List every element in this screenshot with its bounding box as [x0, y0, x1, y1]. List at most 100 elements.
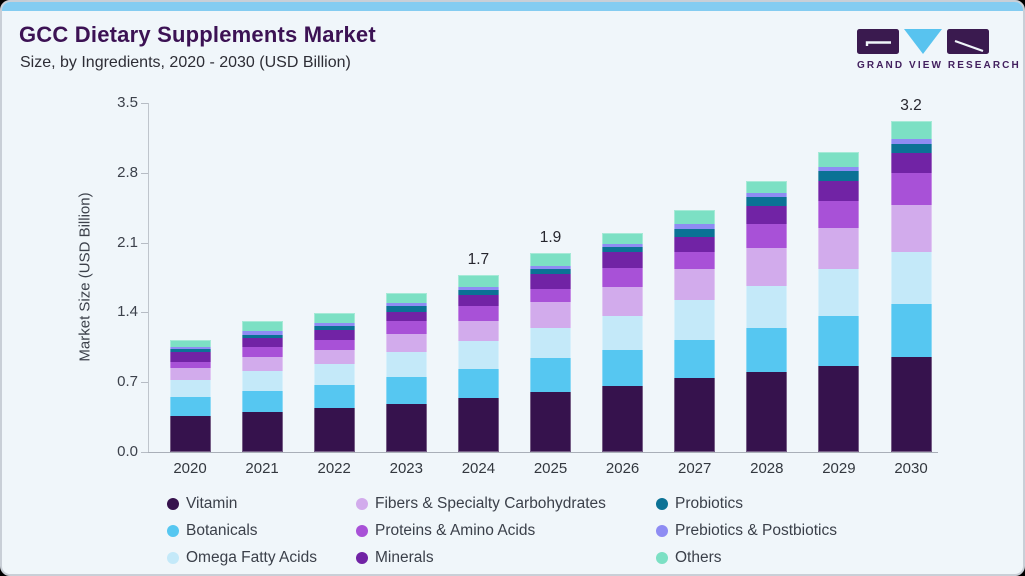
legend-item-probiotics: Probiotics	[656, 495, 743, 512]
legend-dot-others	[656, 552, 668, 564]
bar-2029-segment-fibers-specialty-carbohydrates	[818, 228, 860, 270]
y-tick-label-2.8: 2.8	[117, 163, 138, 181]
bar-2029-segment-vitamin	[818, 365, 860, 452]
bar-2023-segment-vitamin	[385, 404, 427, 452]
bar-2029-segment-others	[818, 152, 860, 168]
gvr-logo-text: GRAND VIEW RESEARCH	[857, 60, 1021, 71]
legend-label-minerals: Minerals	[375, 549, 434, 566]
bar-2027-segment-omega-fatty-acids	[674, 300, 716, 340]
legend-label-fibers-specialty-carbohydrates: Fibers & Specialty Carbohydrates	[375, 495, 606, 512]
bar-2024-segment-vitamin	[457, 397, 499, 452]
legend-dot-prebiotics-postbiotics	[656, 525, 668, 537]
y-tick-label-1.4: 1.4	[117, 303, 138, 321]
bar-2023-segment-proteins-amino-acids	[385, 321, 427, 334]
bar-2026-segment-proteins-amino-acids	[602, 268, 644, 287]
bar-2025-segment-vitamin	[530, 391, 571, 452]
bar-total-label-2024: 1.7	[467, 251, 490, 269]
legend-item-vitamin: Vitamin	[167, 495, 238, 512]
legend-label-omega-fatty-acids: Omega Fatty Acids	[186, 549, 317, 566]
gvr-logo-v-triangle	[904, 29, 942, 54]
bar-2025-segment-botanicals	[530, 358, 571, 392]
legend-dot-proteins-amino-acids	[356, 525, 368, 537]
x-label-2023: 2023	[389, 460, 423, 477]
bar-2026-segment-omega-fatty-acids	[602, 315, 644, 351]
bar-2028-segment-botanicals	[746, 328, 788, 372]
bar-2026-segment-minerals	[602, 252, 644, 269]
x-label-2026: 2026	[605, 460, 640, 477]
bar-2022-segment-botanicals	[313, 385, 355, 409]
x-label-2029: 2029	[822, 460, 856, 477]
bar-2025	[530, 253, 571, 452]
bar-2025-segment-prebiotics-postbiotics	[530, 265, 571, 269]
bar-2022-segment-minerals	[313, 330, 355, 340]
bar-2023-segment-omega-fatty-acids	[385, 352, 427, 378]
y-tick-mark-0.0	[141, 452, 148, 453]
bar-2028-segment-proteins-amino-acids	[746, 224, 788, 249]
x-label-2025: 2025	[533, 460, 568, 477]
bar-2029-segment-omega-fatty-acids	[818, 269, 860, 316]
bar-2029-segment-prebiotics-postbiotics	[818, 167, 860, 172]
bar-2021-segment-others	[241, 321, 283, 332]
x-label-2024: 2024	[461, 460, 496, 477]
bar-2024-segment-prebiotics-postbiotics	[457, 286, 499, 290]
bar-2024-segment-fibers-specialty-carbohydrates	[457, 320, 499, 341]
legend-label-botanicals: Botanicals	[186, 522, 258, 539]
bar-2027-segment-minerals	[674, 236, 716, 253]
gvr-logo: GRAND VIEW RESEARCH	[857, 28, 1021, 71]
bar-2029-segment-proteins-amino-acids	[818, 201, 860, 229]
bar-2027-segment-others	[674, 209, 716, 225]
bar-2023-segment-prebiotics-postbiotics	[385, 303, 427, 307]
bar-2024-segment-others	[457, 275, 499, 287]
bar-2028-segment-prebiotics-postbiotics	[746, 193, 788, 198]
legend-dot-omega-fatty-acids	[167, 552, 179, 564]
bar-2030	[890, 121, 932, 452]
bar-2021-segment-probiotics	[241, 334, 283, 338]
bar-2023-segment-minerals	[385, 311, 427, 321]
bar-2026-segment-vitamin	[602, 386, 644, 452]
bar-2030-segment-probiotics	[890, 144, 932, 153]
y-tick-label-0.7: 0.7	[117, 373, 138, 391]
x-label-2022: 2022	[317, 460, 351, 477]
bar-2030-segment-proteins-amino-acids	[890, 173, 932, 205]
gvr-logo-r-glyph	[954, 39, 984, 53]
legend-dot-vitamin	[167, 498, 179, 510]
bar-2021-segment-proteins-amino-acids	[241, 347, 283, 358]
bar-2021-segment-minerals	[241, 337, 283, 347]
bar-2030-segment-botanicals	[890, 304, 932, 358]
bar-2020-segment-probiotics	[169, 349, 211, 353]
bar-2030-segment-others	[890, 121, 932, 140]
y-tick-label-3.5: 3.5	[117, 94, 138, 111]
bar-2027	[674, 209, 716, 453]
bar-2024	[457, 275, 499, 452]
bar-2030-segment-vitamin	[890, 357, 932, 452]
bar-2029-segment-botanicals	[818, 315, 860, 366]
bar-2022-segment-proteins-amino-acids	[313, 339, 355, 351]
x-label-2027: 2027	[678, 460, 712, 477]
gvr-logo-r-block	[947, 29, 989, 54]
bar-2030-segment-minerals	[890, 152, 932, 174]
bar-2020-segment-prebiotics-postbiotics	[169, 347, 211, 350]
bar-2022	[313, 312, 355, 453]
bar-2028-segment-others	[746, 180, 788, 194]
bar-2026-segment-probiotics	[602, 247, 644, 253]
bar-2028-segment-fibers-specialty-carbohydrates	[746, 248, 788, 286]
legend-label-proteins-amino-acids: Proteins & Amino Acids	[375, 522, 536, 539]
y-tick-mark-2.8	[141, 172, 148, 174]
bar-2021-segment-botanicals	[241, 390, 283, 413]
bar-2030-segment-prebiotics-postbiotics	[890, 139, 932, 145]
legend-item-proteins-amino-acids: Proteins & Amino Acids	[356, 522, 536, 539]
bar-2027-segment-botanicals	[674, 339, 716, 379]
bar-2028-segment-vitamin	[746, 371, 788, 452]
bar-2024-segment-minerals	[457, 294, 499, 307]
bar-2027-segment-proteins-amino-acids	[674, 252, 716, 269]
bar-2022-segment-fibers-specialty-carbohydrates	[313, 350, 355, 364]
bar-2020-segment-vitamin	[169, 415, 211, 452]
legend-label-vitamin: Vitamin	[186, 495, 238, 512]
legend-item-omega-fatty-acids: Omega Fatty Acids	[167, 549, 317, 566]
bar-2022-segment-probiotics	[313, 326, 355, 331]
gvr-logo-g-glyph	[865, 41, 891, 46]
bar-2026	[602, 232, 644, 453]
x-label-2030: 2030	[894, 460, 928, 477]
